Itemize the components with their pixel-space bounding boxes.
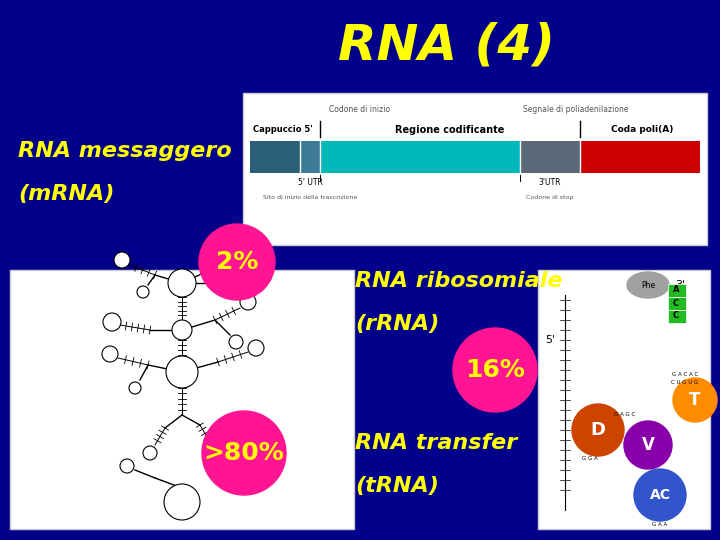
Text: 5': 5' [545,335,555,345]
Text: G A A: G A A [652,523,667,528]
Circle shape [240,294,256,310]
Circle shape [572,404,624,456]
Text: RNA (4): RNA (4) [338,22,555,70]
Bar [320,141,520,173]
FancyBboxPatch shape [667,309,685,322]
Circle shape [212,275,228,291]
Text: 3': 3' [675,280,685,290]
Text: Segnale di poliadenilazione: Segnale di poliadenilazione [523,105,629,114]
Ellipse shape [627,272,669,298]
FancyBboxPatch shape [667,284,685,296]
Circle shape [137,286,149,298]
Text: A: A [672,286,679,294]
Text: (mRNA): (mRNA) [18,184,114,205]
Text: RNA messaggero: RNA messaggero [18,141,232,161]
Text: 3'UTR: 3'UTR [539,178,562,187]
Bar [300,141,320,173]
Circle shape [624,421,672,469]
Text: Codone di stop: Codone di stop [526,195,574,200]
Circle shape [102,346,118,362]
Text: G G A: G G A [582,456,598,461]
FancyBboxPatch shape [538,270,710,529]
Text: Codone di inizio: Codone di inizio [330,105,390,114]
Text: RNA ribosomiale: RNA ribosomiale [355,271,562,291]
Text: C: C [673,312,679,321]
Text: >80%: >80% [204,441,284,465]
Text: V: V [642,436,654,454]
FancyBboxPatch shape [10,270,354,529]
Text: Phe: Phe [641,280,655,289]
Bar [250,141,300,173]
Circle shape [114,252,130,268]
Circle shape [453,328,537,412]
Text: C U G U G: C U G U G [671,381,698,386]
Text: (rRNA): (rRNA) [355,314,439,334]
Circle shape [143,446,157,460]
Text: Sito di inizio della trascrizione: Sito di inizio della trascrizione [263,195,357,200]
Text: 16%: 16% [465,358,525,382]
Circle shape [214,254,226,266]
Text: RNA transfer: RNA transfer [355,433,517,453]
Text: D: D [590,421,606,439]
Circle shape [634,469,686,521]
FancyBboxPatch shape [667,296,685,309]
Text: (tRNA): (tRNA) [355,476,439,496]
Circle shape [202,411,286,495]
Text: G A C A C: G A C A C [672,373,698,377]
Circle shape [172,320,192,340]
Text: AC: AC [649,488,670,502]
Bar [520,141,580,173]
Text: 2%: 2% [216,250,258,274]
Text: T: T [689,391,701,409]
Text: G A G C: G A G C [614,413,636,417]
Bar [580,141,700,173]
Circle shape [673,378,717,422]
Text: 5' UTR: 5' UTR [297,178,323,187]
Text: Cappuccio 5': Cappuccio 5' [253,125,313,134]
Circle shape [120,459,134,473]
Circle shape [229,335,243,349]
Text: C: C [673,299,679,307]
Circle shape [205,443,219,457]
Text: Coda poli(A): Coda poli(A) [611,125,673,134]
Circle shape [248,340,264,356]
Circle shape [164,484,200,520]
Circle shape [103,313,121,331]
Circle shape [168,269,196,297]
FancyBboxPatch shape [243,93,707,245]
Circle shape [166,356,198,388]
Circle shape [129,382,141,394]
Text: Regione codificante: Regione codificante [395,125,505,135]
Circle shape [199,224,275,300]
